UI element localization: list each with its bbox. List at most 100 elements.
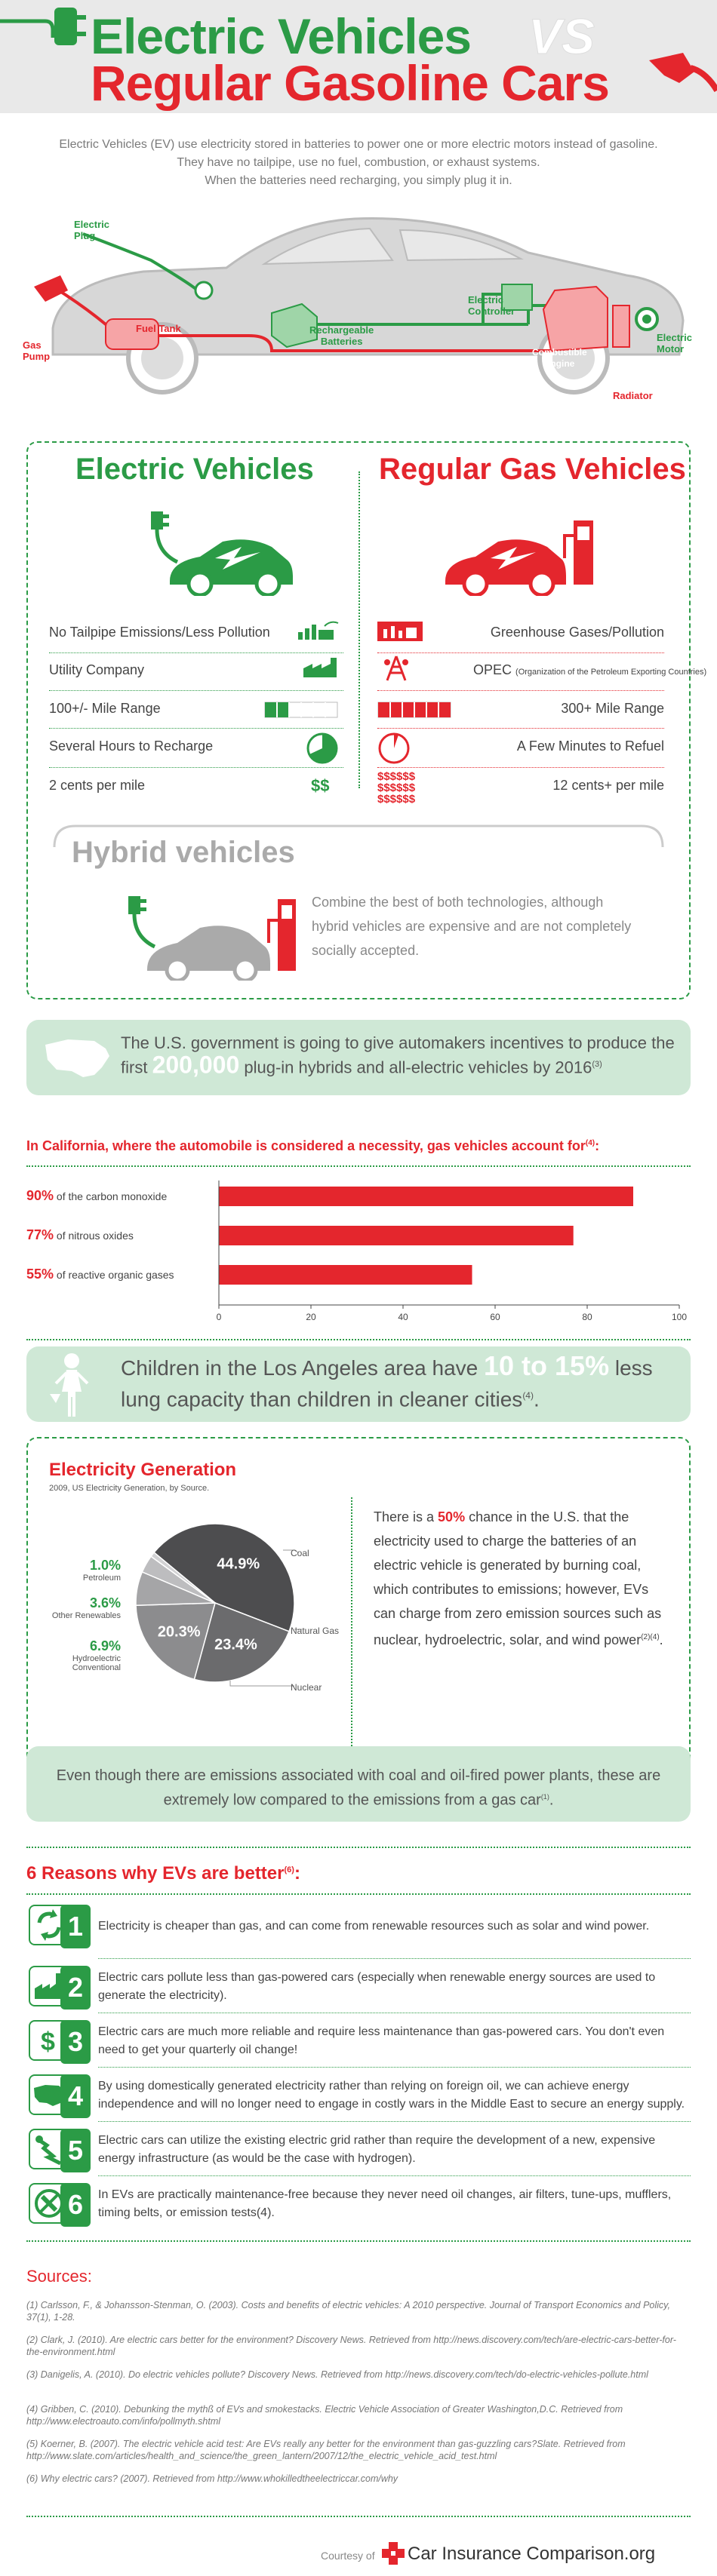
petroleum-name: Petroleum <box>82 1574 121 1583</box>
intro-line: They have no tailpipe, use no fuel, comb… <box>177 156 540 169</box>
government-text: The U.S. government is going to give aut… <box>121 1032 679 1078</box>
reason-3-text: Electric cars are much more reliable and… <box>98 2025 665 2056</box>
bar-1 <box>219 1226 574 1245</box>
pie-value-label: 23.4% <box>214 1636 257 1653</box>
renewables-pct: 3.6% <box>89 1595 121 1610</box>
emissions-end: . <box>549 1792 554 1809</box>
emissions-ref: (1) <box>540 1793 549 1801</box>
hydro-name: Hydroelectric Conventional <box>42 1654 121 1672</box>
reasons-heading: 6 Reasons why EVs are better(6): <box>26 1863 300 1884</box>
gas-row-opec: OPEC (Organization of the Petroleum Expo… <box>473 662 706 678</box>
pie-slice-natural-gas <box>193 1602 290 1683</box>
ev-cost-dollar-icon: $$ <box>311 776 330 795</box>
petroleum-legend: 1.0% Petroleum <box>42 1558 121 1583</box>
intro-line: When the batteries need recharging, you … <box>205 174 512 187</box>
emissions-text: Even though there are emissions associat… <box>45 1765 672 1811</box>
opec-note: (Organization of the Petroleum Exporting… <box>515 668 707 677</box>
nuclear-label: Nuclear <box>291 1682 322 1693</box>
sources-heading: Sources: <box>26 2267 92 2286</box>
ev-row-recharge: Several Hours to Recharge <box>49 738 214 754</box>
reason-number: 5 <box>60 2129 91 2172</box>
gas-cost-dollar-icon: $$$$$$ $$$$$$ $$$$$$ <box>377 771 415 805</box>
section-divider <box>26 1847 691 1848</box>
bar-percent-label: 77% <box>26 1227 54 1242</box>
x-tick-label: 0 <box>217 1312 222 1322</box>
elec-ref: (2)(4) <box>641 1633 660 1641</box>
medical-cross-logo-icon <box>382 2542 405 2565</box>
gas-range-bar <box>377 702 451 718</box>
label-fuel-tank: Fuel Tank <box>136 323 181 334</box>
courtesy-label: Courtesy of <box>321 2550 375 2562</box>
hybrid-title: Hybrid vehicles <box>72 836 295 869</box>
elec-text-end: . <box>659 1632 663 1647</box>
chart-row-label: 55% of reactive organic gases <box>26 1267 174 1282</box>
electricity-pie-chart: 44.9% 23.4% 20.3% <box>135 1523 302 1687</box>
intro-line: Electric Vehicles (EV) use electricity s… <box>59 138 658 151</box>
lung-text-pre: Children in the Los Angeles area have <box>121 1356 484 1380</box>
child-icon <box>50 1353 89 1417</box>
ev-row-source: Utility Company <box>49 662 145 677</box>
section-divider <box>26 1339 691 1340</box>
label-controller: Electric Controller <box>468 294 515 317</box>
hydro-legend: 6.9% Hydroelectric Conventional <box>42 1638 121 1672</box>
dollar-line: $$$$$$ <box>377 770 416 783</box>
pie-slice-petroleum <box>150 1552 216 1604</box>
electricity-text: There is a 50% chance in the U.S. that t… <box>374 1505 672 1652</box>
gas-column-title: Regular Gas Vehicles <box>379 453 686 486</box>
car-window <box>399 229 524 262</box>
opec-label: OPEC <box>473 662 512 677</box>
hybrid-car-icon <box>113 896 296 981</box>
reason-1-badge: 1 <box>29 1905 91 1948</box>
reason-4-badge: 4 <box>29 2074 91 2118</box>
oil-derrick-icon <box>384 656 408 681</box>
row-divider <box>98 2121 691 2122</box>
label-engine: Combustible Engine <box>532 347 587 369</box>
dollar-line: $$$$$$ <box>377 781 416 794</box>
bar-category-label: of nitrous oxides <box>54 1230 134 1242</box>
intro-text: Electric Vehicles (EV) use electricity s… <box>15 136 702 190</box>
row-divider <box>49 767 343 768</box>
gov-text-post: plug-in hybrids and all-electric vehicle… <box>239 1058 592 1077</box>
elec-text-post: chance in the U.S. that the electricity … <box>374 1509 662 1647</box>
petroleum-pct: 1.0% <box>89 1558 121 1573</box>
california-heading: In California, where the automobile is c… <box>26 1138 599 1154</box>
electric-car-icon <box>136 511 293 596</box>
lung-text-post: less lung capacity than children in clea… <box>121 1356 653 1411</box>
elec-text-pct: 50% <box>438 1509 466 1524</box>
engine-icon <box>542 285 608 352</box>
renewables-name: Other Renewables <box>51 1611 121 1620</box>
x-tick-label: 20 <box>306 1312 316 1322</box>
car-body-silhouette <box>51 217 685 356</box>
row-divider <box>377 767 664 768</box>
hybrid-bracket <box>53 824 664 848</box>
svg-text:$: $ <box>41 2028 55 2056</box>
hydro-pct: 6.9% <box>89 1638 121 1653</box>
usa-map-icon <box>45 1039 109 1077</box>
row-divider <box>98 2175 691 2176</box>
gas-car-icon <box>445 520 593 596</box>
section-divider <box>26 1165 691 1167</box>
radiator-icon <box>612 305 630 348</box>
header-band <box>0 0 717 113</box>
brand-link[interactable]: Car Insurance Comparison.org <box>408 2544 656 2564</box>
bar-category-label: of reactive organic gases <box>54 1269 174 1281</box>
source-item: (5) Koerner, B. (2007). The electric veh… <box>26 2439 626 2461</box>
x-tick-label: 80 <box>582 1312 592 1322</box>
pie-slice-coal <box>153 1523 295 1632</box>
row-divider <box>377 652 664 653</box>
x-tick-label: 100 <box>672 1312 687 1322</box>
gas-pump-nozzle-icon <box>34 275 68 302</box>
pie-value-label: 44.9% <box>217 1555 260 1572</box>
gov-text-pre: The U.S. government is going to give aut… <box>121 1033 675 1077</box>
chart-row-label: 90% of the carbon monoxide <box>26 1188 167 1204</box>
comparison-panel <box>26 441 691 999</box>
electricity-subtitle: 2009, US Electricity Generation, by Sour… <box>49 1484 210 1493</box>
gov-number: 200,000 <box>152 1051 240 1079</box>
reason-5-badge: 5 <box>29 2129 91 2172</box>
gas-row-refuel: A Few Minutes to Refuel <box>516 738 664 754</box>
row-divider <box>98 1958 691 1959</box>
fuel-tank-icon <box>105 318 159 350</box>
x-tick-label: 60 <box>490 1312 500 1322</box>
bar-percent-label: 55% <box>26 1267 54 1282</box>
title-line-1: Electric Vehicles <box>91 8 472 64</box>
